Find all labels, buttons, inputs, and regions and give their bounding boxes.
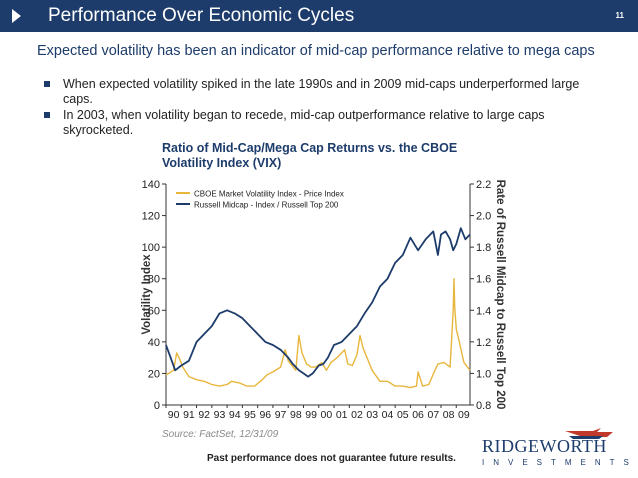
x-tick-label: 02 bbox=[351, 409, 363, 421]
left-tick-label: 40 bbox=[148, 337, 160, 349]
x-tick-label: 90 bbox=[168, 409, 180, 421]
right-tick-label: 2.2 bbox=[476, 179, 491, 191]
x-tick-label: 93 bbox=[214, 409, 226, 421]
x-tick-label: 91 bbox=[183, 409, 195, 421]
y-axis-label-left: Volatility Index bbox=[141, 254, 153, 335]
right-tick-label: 0.8 bbox=[476, 400, 491, 412]
right-tick-label: 1.2 bbox=[476, 337, 491, 349]
bullet-item: In 2003, when volatility began to recede… bbox=[44, 108, 584, 137]
page-number: 11 bbox=[615, 11, 624, 20]
right-tick-label: 1.6 bbox=[476, 274, 491, 286]
left-tick-label: 100 bbox=[142, 242, 160, 254]
chart-title-line-1: Ratio of Mid-Cap/Mega Cap Returns vs. th… bbox=[162, 141, 457, 155]
x-tick-label: 08 bbox=[443, 409, 455, 421]
chart-source: Source: FactSet, 12/31/09 bbox=[162, 429, 279, 440]
legend-label: CBOE Market Volatility Index - Price Ind… bbox=[194, 190, 344, 199]
title-bar: Performance Over Economic Cycles 11 bbox=[0, 0, 638, 32]
bullet-text: When expected volatility spiked in the l… bbox=[63, 77, 580, 106]
left-tick-label: 20 bbox=[148, 368, 160, 380]
title-arrow-icon bbox=[0, 0, 32, 32]
x-tick-label: 92 bbox=[198, 409, 210, 421]
x-tick-label: 01 bbox=[336, 409, 348, 421]
x-tick-label: 09 bbox=[458, 409, 470, 421]
x-tick-label: 07 bbox=[427, 409, 439, 421]
right-tick-label: 1.8 bbox=[476, 242, 491, 254]
left-tick-label: 80 bbox=[148, 274, 160, 286]
x-tick-label: 97 bbox=[275, 409, 287, 421]
x-tick-label: 04 bbox=[382, 409, 394, 421]
bullet-text: In 2003, when volatility began to recede… bbox=[63, 108, 545, 137]
logo-tagline: INVESTMENTS bbox=[482, 458, 638, 467]
left-tick-label: 60 bbox=[148, 305, 160, 317]
bullet-item: When expected volatility spiked in the l… bbox=[44, 77, 584, 106]
slide-title: Performance Over Economic Cycles bbox=[48, 5, 355, 26]
x-tick-label: 98 bbox=[290, 409, 302, 421]
russell-ratio-series-line bbox=[165, 227, 471, 378]
right-tick-label: 2.0 bbox=[476, 211, 491, 223]
bullet-list: When expected volatility spiked in the l… bbox=[44, 77, 584, 139]
right-tick-label: 1.4 bbox=[476, 305, 491, 317]
company-logo: RIDGEWORTH bbox=[482, 436, 607, 456]
left-tick-label: 120 bbox=[142, 211, 160, 223]
logo-flag-icon bbox=[565, 428, 613, 439]
x-tick-label: 95 bbox=[244, 409, 256, 421]
slide-subtitle: Expected volatility has been an indicato… bbox=[37, 43, 595, 59]
x-tick-label: 06 bbox=[412, 409, 424, 421]
right-tick-label: 1.0 bbox=[476, 368, 491, 380]
square-bullet-icon bbox=[44, 81, 50, 87]
square-bullet-icon bbox=[44, 112, 50, 118]
legend-label: Russell Midcap - Index / Russell Top 200 bbox=[194, 201, 339, 210]
x-tick-label: 03 bbox=[366, 409, 378, 421]
y-axis-label-right: Rate of Russell Midcap to Russell Top 20… bbox=[494, 180, 506, 410]
x-tick-label: 99 bbox=[305, 409, 317, 421]
left-tick-label: 140 bbox=[142, 179, 160, 191]
disclaimer: Past performance does not guarantee futu… bbox=[207, 453, 456, 464]
chart-title-line-2: Volatility Index (VIX) bbox=[162, 156, 281, 170]
plot-area: 0204060801001201400.81.01.21.41.61.82.02… bbox=[141, 179, 506, 421]
vix-series-line bbox=[165, 278, 471, 389]
x-tick-label: 05 bbox=[397, 409, 409, 421]
left-tick-label: 0 bbox=[154, 400, 160, 412]
x-tick-label: 94 bbox=[229, 409, 241, 421]
x-tick-label: 96 bbox=[259, 409, 271, 421]
x-tick-label: 00 bbox=[321, 409, 333, 421]
